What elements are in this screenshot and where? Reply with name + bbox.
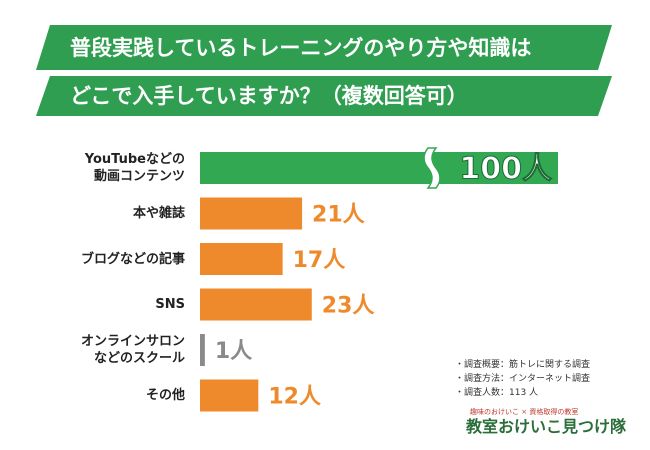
bar	[200, 334, 205, 366]
chart-subtitle: どこで入手していますか？（複数回答可）	[70, 84, 468, 108]
value-label: 12人	[268, 385, 321, 410]
title-banner	[36, 25, 612, 70]
category-label: SNS	[155, 297, 185, 312]
value-label: 21人	[312, 203, 365, 228]
bar	[200, 379, 259, 412]
value-label: 100人	[459, 152, 552, 187]
axis-break	[423, 147, 441, 189]
bar	[200, 243, 283, 275]
logo-tagline: 趣味のおけいこ × 資格取得の教室	[470, 407, 578, 416]
value-label: 17人	[293, 248, 346, 273]
note: ・調査方法：インターネット調査	[455, 374, 591, 384]
chart-title: 普段実践しているトレーニングのやり方や知識は	[70, 36, 531, 60]
note: ・調査人数：113 人	[455, 388, 539, 398]
category-label: YouTubeなどの 動画コンテンツ	[84, 152, 185, 184]
category-label: 本や雑誌	[132, 206, 185, 221]
bar	[200, 152, 558, 184]
value-label: 1人	[215, 339, 252, 364]
subtitle-banner	[36, 76, 612, 116]
logo-name: 教室おけいこ見つけ隊	[466, 417, 627, 436]
category-label: ブログなどの記事	[80, 251, 185, 267]
bar	[200, 197, 303, 230]
category-label: オンラインサロン などのスクール	[80, 334, 185, 366]
bar	[200, 288, 312, 321]
value-label: 23人	[322, 294, 375, 319]
note: ・調査概要：筋トレに関する調査	[455, 360, 591, 370]
category-label: その他	[145, 388, 185, 403]
